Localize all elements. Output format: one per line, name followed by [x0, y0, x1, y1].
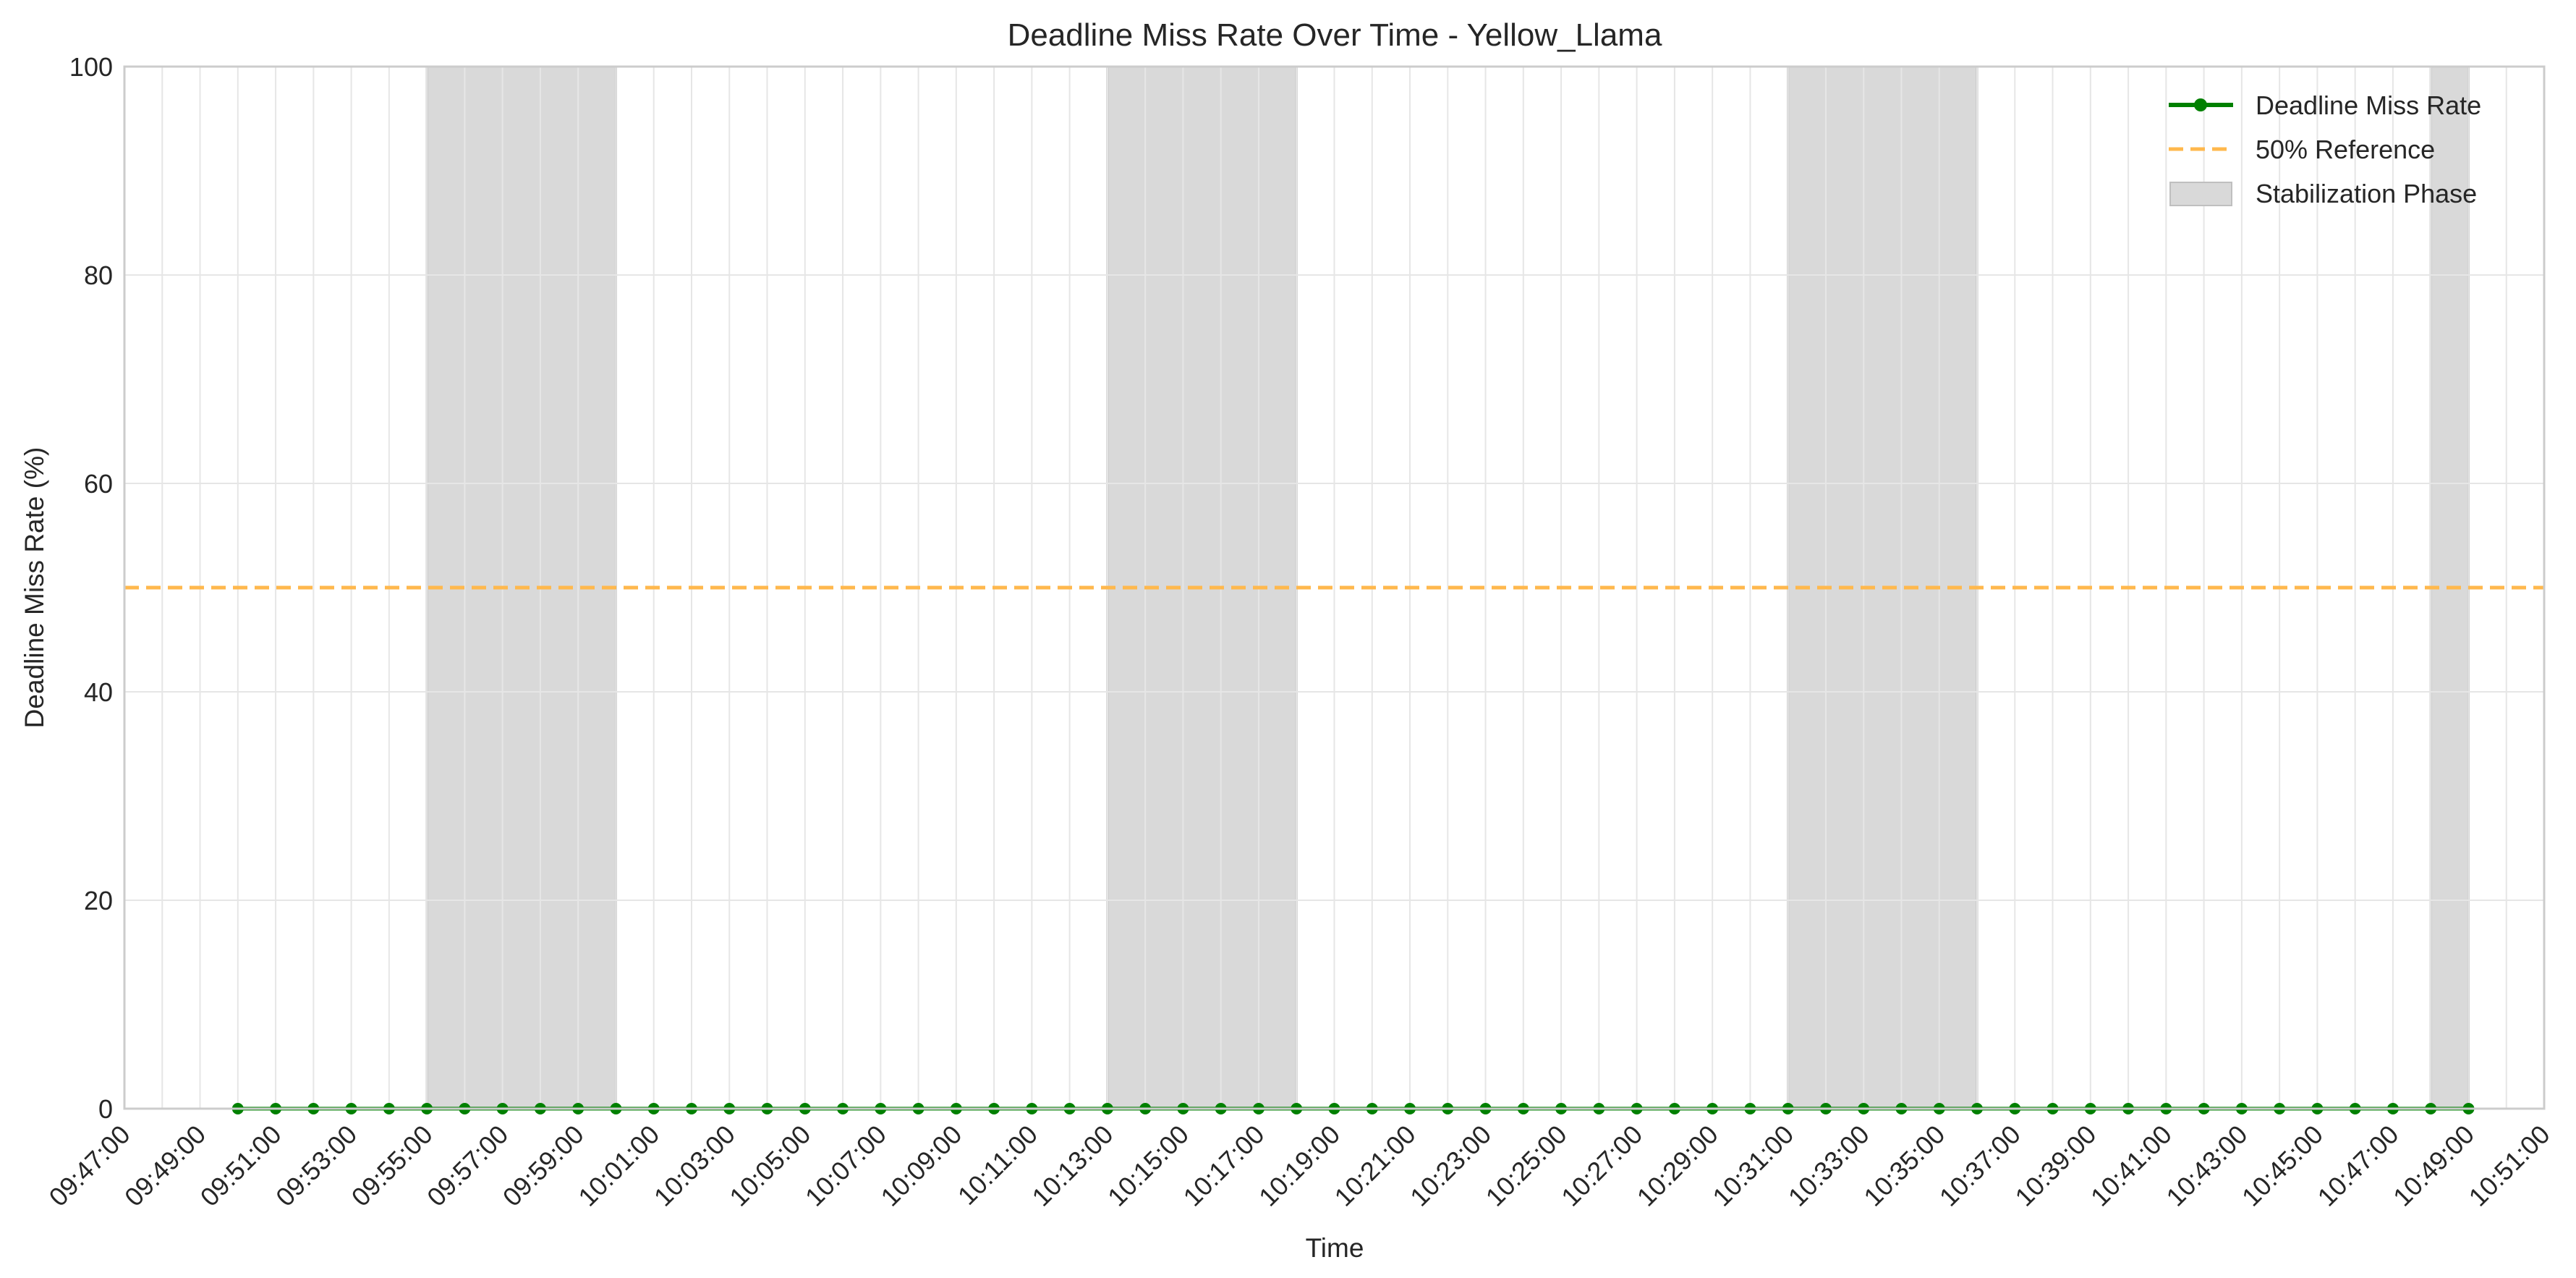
y-tick-label: 100: [69, 52, 113, 82]
legend-marker-stabilization: [2169, 182, 2232, 206]
legend-label-reference: 50% Reference: [2256, 135, 2435, 164]
x-axis-label: Time: [1306, 1233, 1364, 1263]
legend: Deadline Miss Rate 50% Reference Stabili…: [2169, 90, 2481, 208]
chart-title: Deadline Miss Rate Over Time - Yellow_Ll…: [1008, 17, 1662, 53]
y-tick-label: 20: [84, 886, 113, 915]
y-tick-label: 80: [84, 261, 113, 290]
y-tick-label: 60: [84, 469, 113, 499]
plot-frame: [123, 65, 2546, 1110]
legend-marker-miss-rate-dot: [2194, 98, 2207, 111]
legend-label-stabilization: Stabilization Phase: [2256, 179, 2477, 208]
y-tick-label: 0: [98, 1094, 113, 1124]
y-tick-labels: 0 20 40 60 80 100: [69, 52, 113, 1124]
y-axis-label: Deadline Miss Rate (%): [20, 447, 49, 729]
legend-label-miss-rate: Deadline Miss Rate: [2256, 90, 2481, 120]
y-tick-label: 40: [84, 677, 113, 707]
